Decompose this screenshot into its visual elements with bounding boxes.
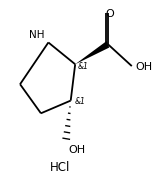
Text: OH: OH [68,145,86,155]
Polygon shape [75,41,109,64]
Text: &1: &1 [74,97,85,106]
Text: O: O [106,9,115,19]
Text: &1: &1 [77,61,88,71]
Text: OH: OH [136,62,153,72]
Text: HCl: HCl [50,161,71,174]
Text: NH: NH [29,30,45,40]
